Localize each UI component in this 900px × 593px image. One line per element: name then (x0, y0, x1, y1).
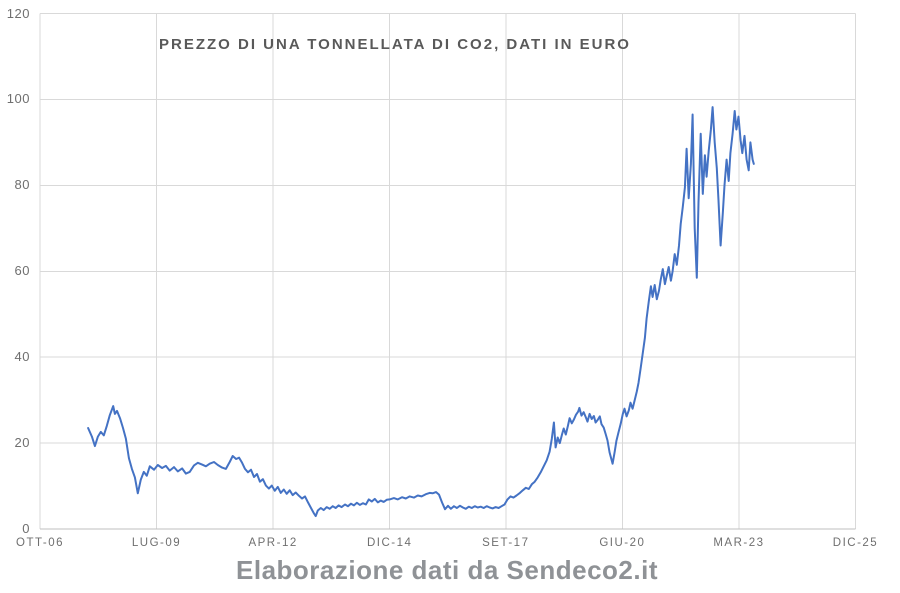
x-tick-label: OTT-06 (16, 537, 64, 549)
y-tick-label: 60 (14, 263, 30, 279)
chart-title: PREZZO DI UNA TONNELLATA DI CO2, DATI IN… (159, 36, 631, 53)
x-tick-label: MAR-23 (713, 537, 765, 549)
y-tick-label: 100 (6, 91, 30, 107)
x-tick-label: APR-12 (248, 537, 298, 549)
x-tick-label: DIC-25 (832, 537, 879, 549)
y-tick-label: 0 (22, 521, 30, 536)
x-tick-label: DIC-14 (366, 537, 413, 549)
price-line (87, 106, 755, 518)
y-tick-label: 80 (14, 177, 30, 193)
x-tick-label: GIU-20 (599, 537, 646, 549)
x-tick-label: LUG-09 (131, 537, 182, 549)
x-tick-label: SET-17 (482, 537, 530, 549)
y-tick-label: 20 (14, 435, 30, 451)
y-tick-label: 40 (14, 349, 30, 365)
y-tick-label: 120 (6, 5, 30, 21)
footer-credit: Elaborazione dati da Sendeco2.it (236, 555, 658, 585)
